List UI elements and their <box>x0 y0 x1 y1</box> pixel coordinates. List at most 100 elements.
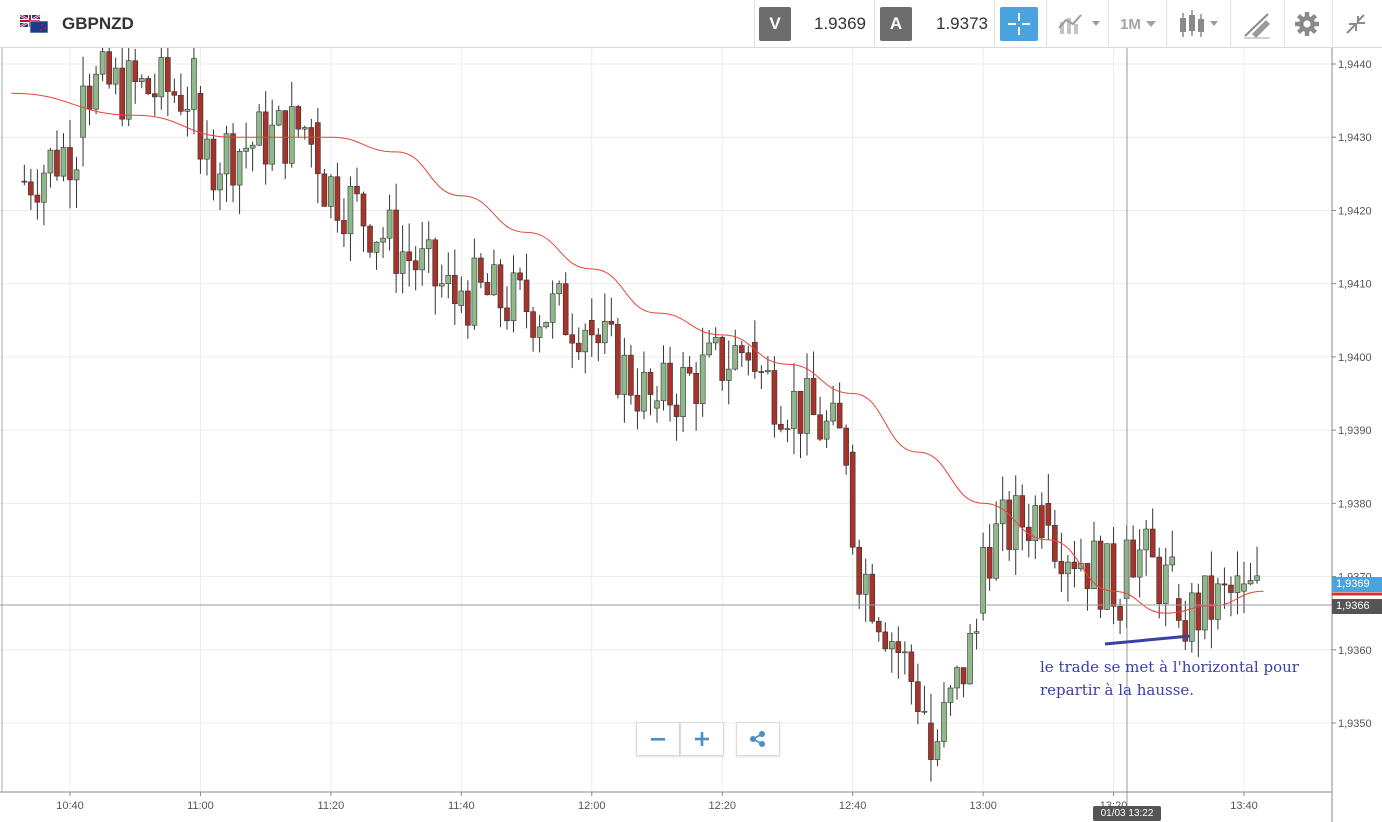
candle-body <box>830 402 836 422</box>
collapse-button[interactable] <box>1342 0 1372 48</box>
sell-label[interactable]: V <box>759 7 791 41</box>
drawing-tool-icon <box>1244 13 1270 39</box>
sell-price[interactable]: 1.9369 <box>814 14 866 33</box>
candle-body <box>380 237 386 243</box>
candle-body <box>438 283 445 287</box>
buy-price[interactable]: 1.9373 <box>936 14 988 33</box>
candle-style-button[interactable] <box>1176 0 1224 48</box>
chevron-down-icon <box>1146 21 1156 27</box>
candle-body <box>588 319 595 336</box>
toolbar-divider <box>1332 0 1333 48</box>
candle-body <box>980 546 986 614</box>
candle-body <box>856 546 862 595</box>
candle-body <box>797 390 804 434</box>
candle-body <box>784 428 791 430</box>
candle-body <box>654 400 660 409</box>
toolbar-divider <box>1284 0 1285 48</box>
timeframe-dropdown[interactable]: 1M <box>1120 16 1141 33</box>
chart-toolbar: GBPNZD V 1.9369 A 1.9373 1M <box>0 0 1382 48</box>
candle-body <box>341 220 347 235</box>
chart-type-button[interactable] <box>1056 0 1104 48</box>
x-tick-label: 11:20 <box>318 800 345 812</box>
candle-body <box>725 368 732 381</box>
toolbar-divider <box>1108 0 1109 48</box>
candle-body <box>158 57 165 98</box>
toolbar-divider <box>754 0 755 48</box>
buy-label[interactable]: A <box>880 7 912 41</box>
candle-body <box>308 127 315 145</box>
candlestick-chart[interactable]: 1,9440 1,9430 1,9420 1,9410 1,9400 1,9390 1,93… <box>0 48 1382 822</box>
instrument-symbol[interactable]: GBPNZD <box>62 14 134 33</box>
settings-button[interactable] <box>1292 0 1322 48</box>
candle-body <box>902 651 908 654</box>
candle-body <box>34 194 41 203</box>
candle-body <box>1169 556 1176 566</box>
candle-body <box>582 329 589 353</box>
candle-body <box>993 523 999 579</box>
collapse-icon <box>1346 14 1365 34</box>
candle-body <box>719 336 726 381</box>
candle-body <box>256 111 262 146</box>
candle-body <box>41 172 47 203</box>
candle-body <box>151 93 158 98</box>
candle-body <box>243 147 249 152</box>
candle-body <box>667 362 673 406</box>
candle-body <box>86 85 93 110</box>
candle-body <box>54 149 60 177</box>
candle-body <box>556 283 562 295</box>
candle-body <box>1156 556 1163 604</box>
candle-body <box>112 67 119 85</box>
candle-body <box>595 334 602 344</box>
candle-body <box>712 336 719 344</box>
candle-body <box>1234 575 1241 593</box>
candle-body <box>1195 592 1202 631</box>
candle-body <box>1208 575 1215 620</box>
candle-body <box>60 147 67 177</box>
candle-body <box>732 345 739 370</box>
candle-body <box>386 209 393 239</box>
chart-annotation[interactable]: le trade se met à l'horizontal pour repa… <box>1040 656 1330 702</box>
candle-body <box>93 73 99 110</box>
candle-body <box>275 110 282 126</box>
candle-body <box>1189 592 1195 642</box>
price-chart[interactable]: 1,9440 1,9430 1,9420 1,9410 1,9400 1,9390 1,93… <box>0 48 1382 822</box>
candle-body <box>647 371 654 395</box>
crosshair-button[interactable] <box>1000 7 1038 41</box>
candle-body <box>510 272 517 322</box>
y-tick-label: 1,9430 <box>1338 132 1372 144</box>
candle-body <box>986 546 993 579</box>
crosshair-time-tag: 01/03 13:22 <box>1093 806 1161 821</box>
candle-body <box>1117 606 1123 621</box>
candle-body <box>328 176 334 207</box>
candle-body <box>491 264 497 296</box>
candle-body <box>73 169 80 181</box>
candle-body <box>771 370 778 425</box>
drawing-tools-button[interactable] <box>1240 0 1274 48</box>
candle-body <box>230 133 236 186</box>
candle-body <box>210 138 217 191</box>
candle-body <box>778 423 784 430</box>
candle-body <box>1247 580 1254 585</box>
candle-body <box>1052 524 1058 562</box>
candle-body <box>1032 505 1039 541</box>
candle-body <box>928 722 934 760</box>
zoom-in-button[interactable] <box>680 722 724 756</box>
zoom-out-button[interactable] <box>636 722 680 756</box>
candle-body <box>602 320 608 344</box>
toolbar-divider <box>1046 0 1047 48</box>
candle-body <box>608 320 615 325</box>
uk-nz-flag-icon <box>20 15 48 33</box>
toolbar-divider <box>1230 0 1231 48</box>
candle-body <box>171 91 178 96</box>
candle-body <box>478 257 484 283</box>
toolbar-divider <box>994 0 995 48</box>
candle-body <box>484 282 491 296</box>
candle-body <box>119 67 125 120</box>
candle-body <box>367 225 373 253</box>
candle-body <box>628 354 634 396</box>
share-button[interactable] <box>736 722 780 756</box>
candle-body <box>765 370 771 373</box>
candle-body <box>28 181 34 196</box>
annotation-trend-line[interactable] <box>1104 634 1191 646</box>
candle-body <box>862 573 869 595</box>
